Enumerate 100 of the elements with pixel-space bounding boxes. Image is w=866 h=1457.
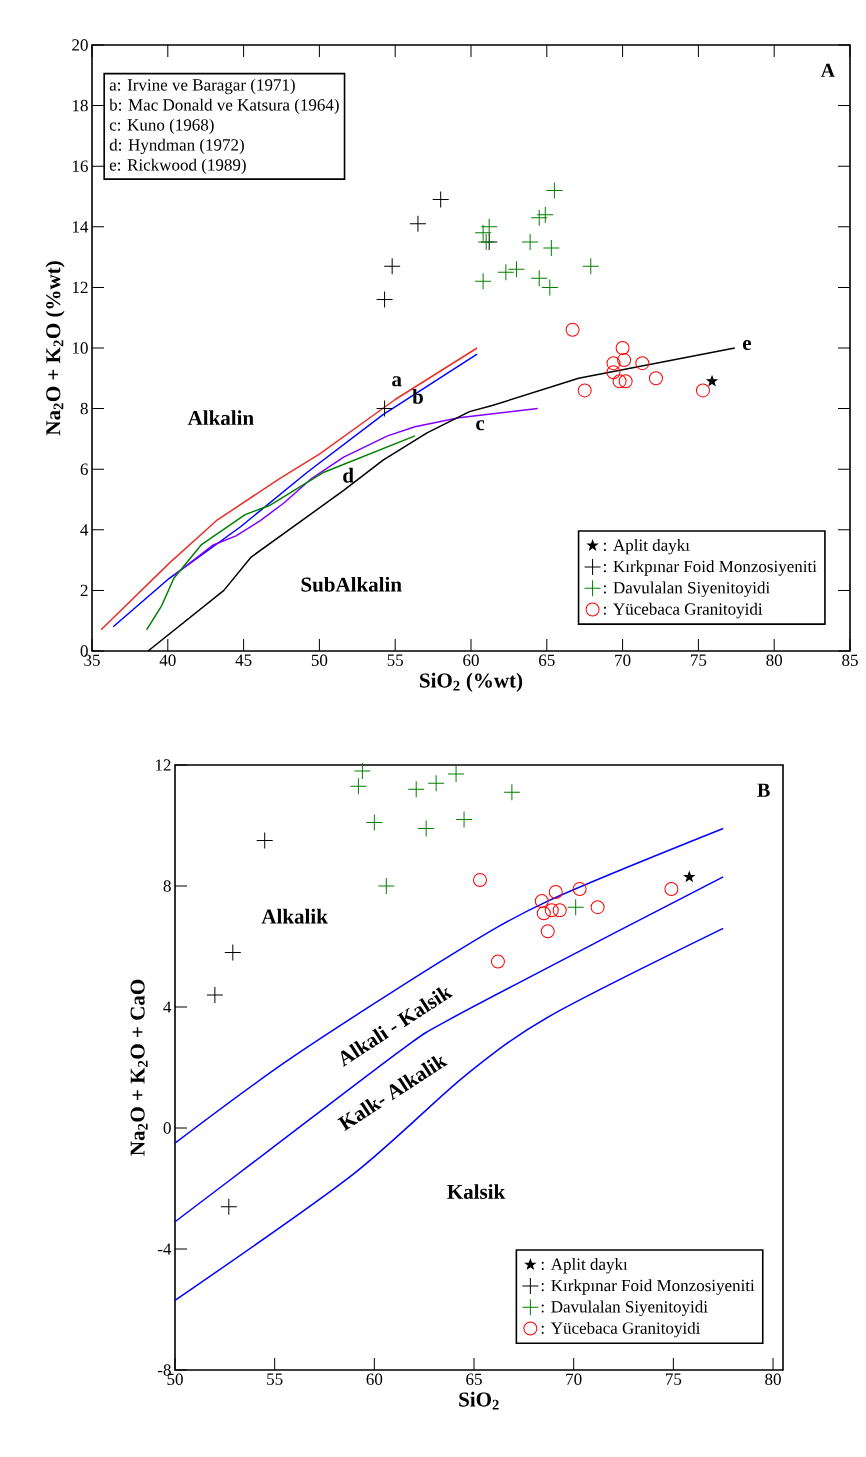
point	[565, 322, 580, 337]
annotation: e: Rickwood (1989)	[109, 158, 246, 175]
point	[695, 383, 710, 398]
point	[407, 780, 425, 798]
annotation: d	[343, 467, 354, 483]
x-tick-label: 80	[765, 1373, 781, 1385]
x-tick-label: 80	[766, 654, 783, 666]
point	[536, 906, 551, 921]
point	[224, 944, 242, 962]
legend-label: : Davulalan Siyenitoyidi	[541, 1300, 708, 1317]
legend-label: : Yücebaca Granitoyidi	[603, 602, 763, 619]
y-tick-label: 6	[80, 463, 88, 475]
x-axis-title: SiO$_{2}$ (%wt)	[420, 672, 523, 692]
point	[536, 206, 554, 224]
point	[503, 783, 521, 801]
y-tick-label: 2	[80, 584, 88, 597]
y-tick-label: 16	[72, 160, 88, 172]
point	[447, 765, 465, 783]
annotation: Alkalin	[187, 410, 254, 426]
point	[567, 898, 585, 916]
x-tick-label: 70	[615, 654, 631, 666]
point	[577, 383, 592, 398]
y-tick-label: 12	[155, 759, 171, 771]
point	[606, 356, 621, 371]
x-tick-label: 50	[311, 654, 328, 666]
point	[474, 272, 492, 290]
point	[409, 215, 427, 233]
point	[497, 263, 515, 281]
y-tick-label: 10	[72, 342, 88, 354]
point	[542, 239, 560, 257]
point	[635, 356, 650, 371]
point	[507, 260, 525, 278]
x-tick-label: 65	[539, 654, 555, 666]
x-tick-label: 85	[842, 654, 858, 666]
annotation: a	[392, 376, 402, 387]
annotation: SubAlkalin	[301, 576, 402, 592]
y-tick-label: 8	[163, 880, 171, 892]
legend-label: : Kırkpınar Foid Monzosiyeniti	[541, 1279, 755, 1295]
x-tick-label: 60	[366, 1373, 383, 1385]
point	[617, 353, 632, 368]
point	[582, 257, 600, 275]
x-tick-label: 60	[463, 654, 479, 666]
point	[544, 903, 559, 918]
point	[377, 877, 395, 895]
point	[540, 924, 555, 939]
y-tick-label: -4	[157, 1243, 172, 1255]
point	[552, 903, 567, 918]
point	[417, 820, 435, 838]
y-tick-label: 18	[72, 99, 88, 112]
point	[480, 218, 498, 236]
point	[376, 400, 394, 418]
y-tick-label: 14	[72, 221, 89, 233]
y-tick-label: 8	[80, 402, 88, 415]
point	[606, 365, 621, 380]
point	[365, 813, 383, 831]
point	[618, 374, 633, 389]
point	[521, 233, 539, 251]
point	[706, 375, 718, 386]
point	[349, 777, 367, 795]
point	[256, 832, 274, 850]
point	[383, 257, 401, 275]
x-tick-label: 75	[665, 1373, 682, 1385]
x-tick-label: 55	[267, 1373, 283, 1385]
point	[427, 774, 445, 792]
point	[615, 340, 630, 355]
annotation: A	[820, 63, 835, 77]
y-tick-label: 4	[80, 524, 89, 536]
y-tick-label: 20	[72, 39, 88, 51]
point	[664, 882, 679, 897]
y-axis-title: Na$_{2}$O + K$_{2}$O + CaO	[130, 979, 148, 1156]
annotation: B	[757, 783, 770, 797]
x-tick-label: 55	[387, 654, 404, 666]
point	[473, 872, 487, 887]
annotation: a: Irvine ve Baragar (1971)	[109, 78, 295, 95]
y-tick-label: 0	[163, 1122, 171, 1134]
point	[545, 181, 563, 199]
point	[376, 291, 394, 309]
point	[590, 900, 605, 915]
annotation: Kalsik	[447, 1184, 506, 1199]
y-tick-label: 12	[72, 281, 88, 294]
legend-label: : Davulalan Siyenitoyidi	[603, 581, 770, 598]
line-series	[173, 407, 539, 576]
point	[474, 224, 492, 242]
annotation: d: Hyndman (1972)	[109, 138, 244, 155]
annotation: Alkalik	[261, 908, 328, 924]
annotation: b: Mac Donald ve Katsura (1964)	[109, 98, 339, 115]
x-axis-title: SiO$_{2}$	[459, 1391, 499, 1410]
point	[455, 810, 473, 828]
x-tick-label: 75	[691, 654, 707, 666]
point	[572, 882, 587, 897]
legend-label: : Aplit daykı	[603, 538, 690, 555]
x-tick-label: 70	[566, 1373, 582, 1385]
line-series	[174, 827, 724, 1144]
x-tick-label: 45	[235, 654, 252, 666]
y-tick-label: 4	[163, 1001, 172, 1013]
x-tick-label: 40	[159, 654, 176, 666]
annotation: b	[412, 389, 423, 404]
point	[353, 762, 371, 780]
line-series	[145, 435, 416, 631]
point	[548, 885, 563, 900]
